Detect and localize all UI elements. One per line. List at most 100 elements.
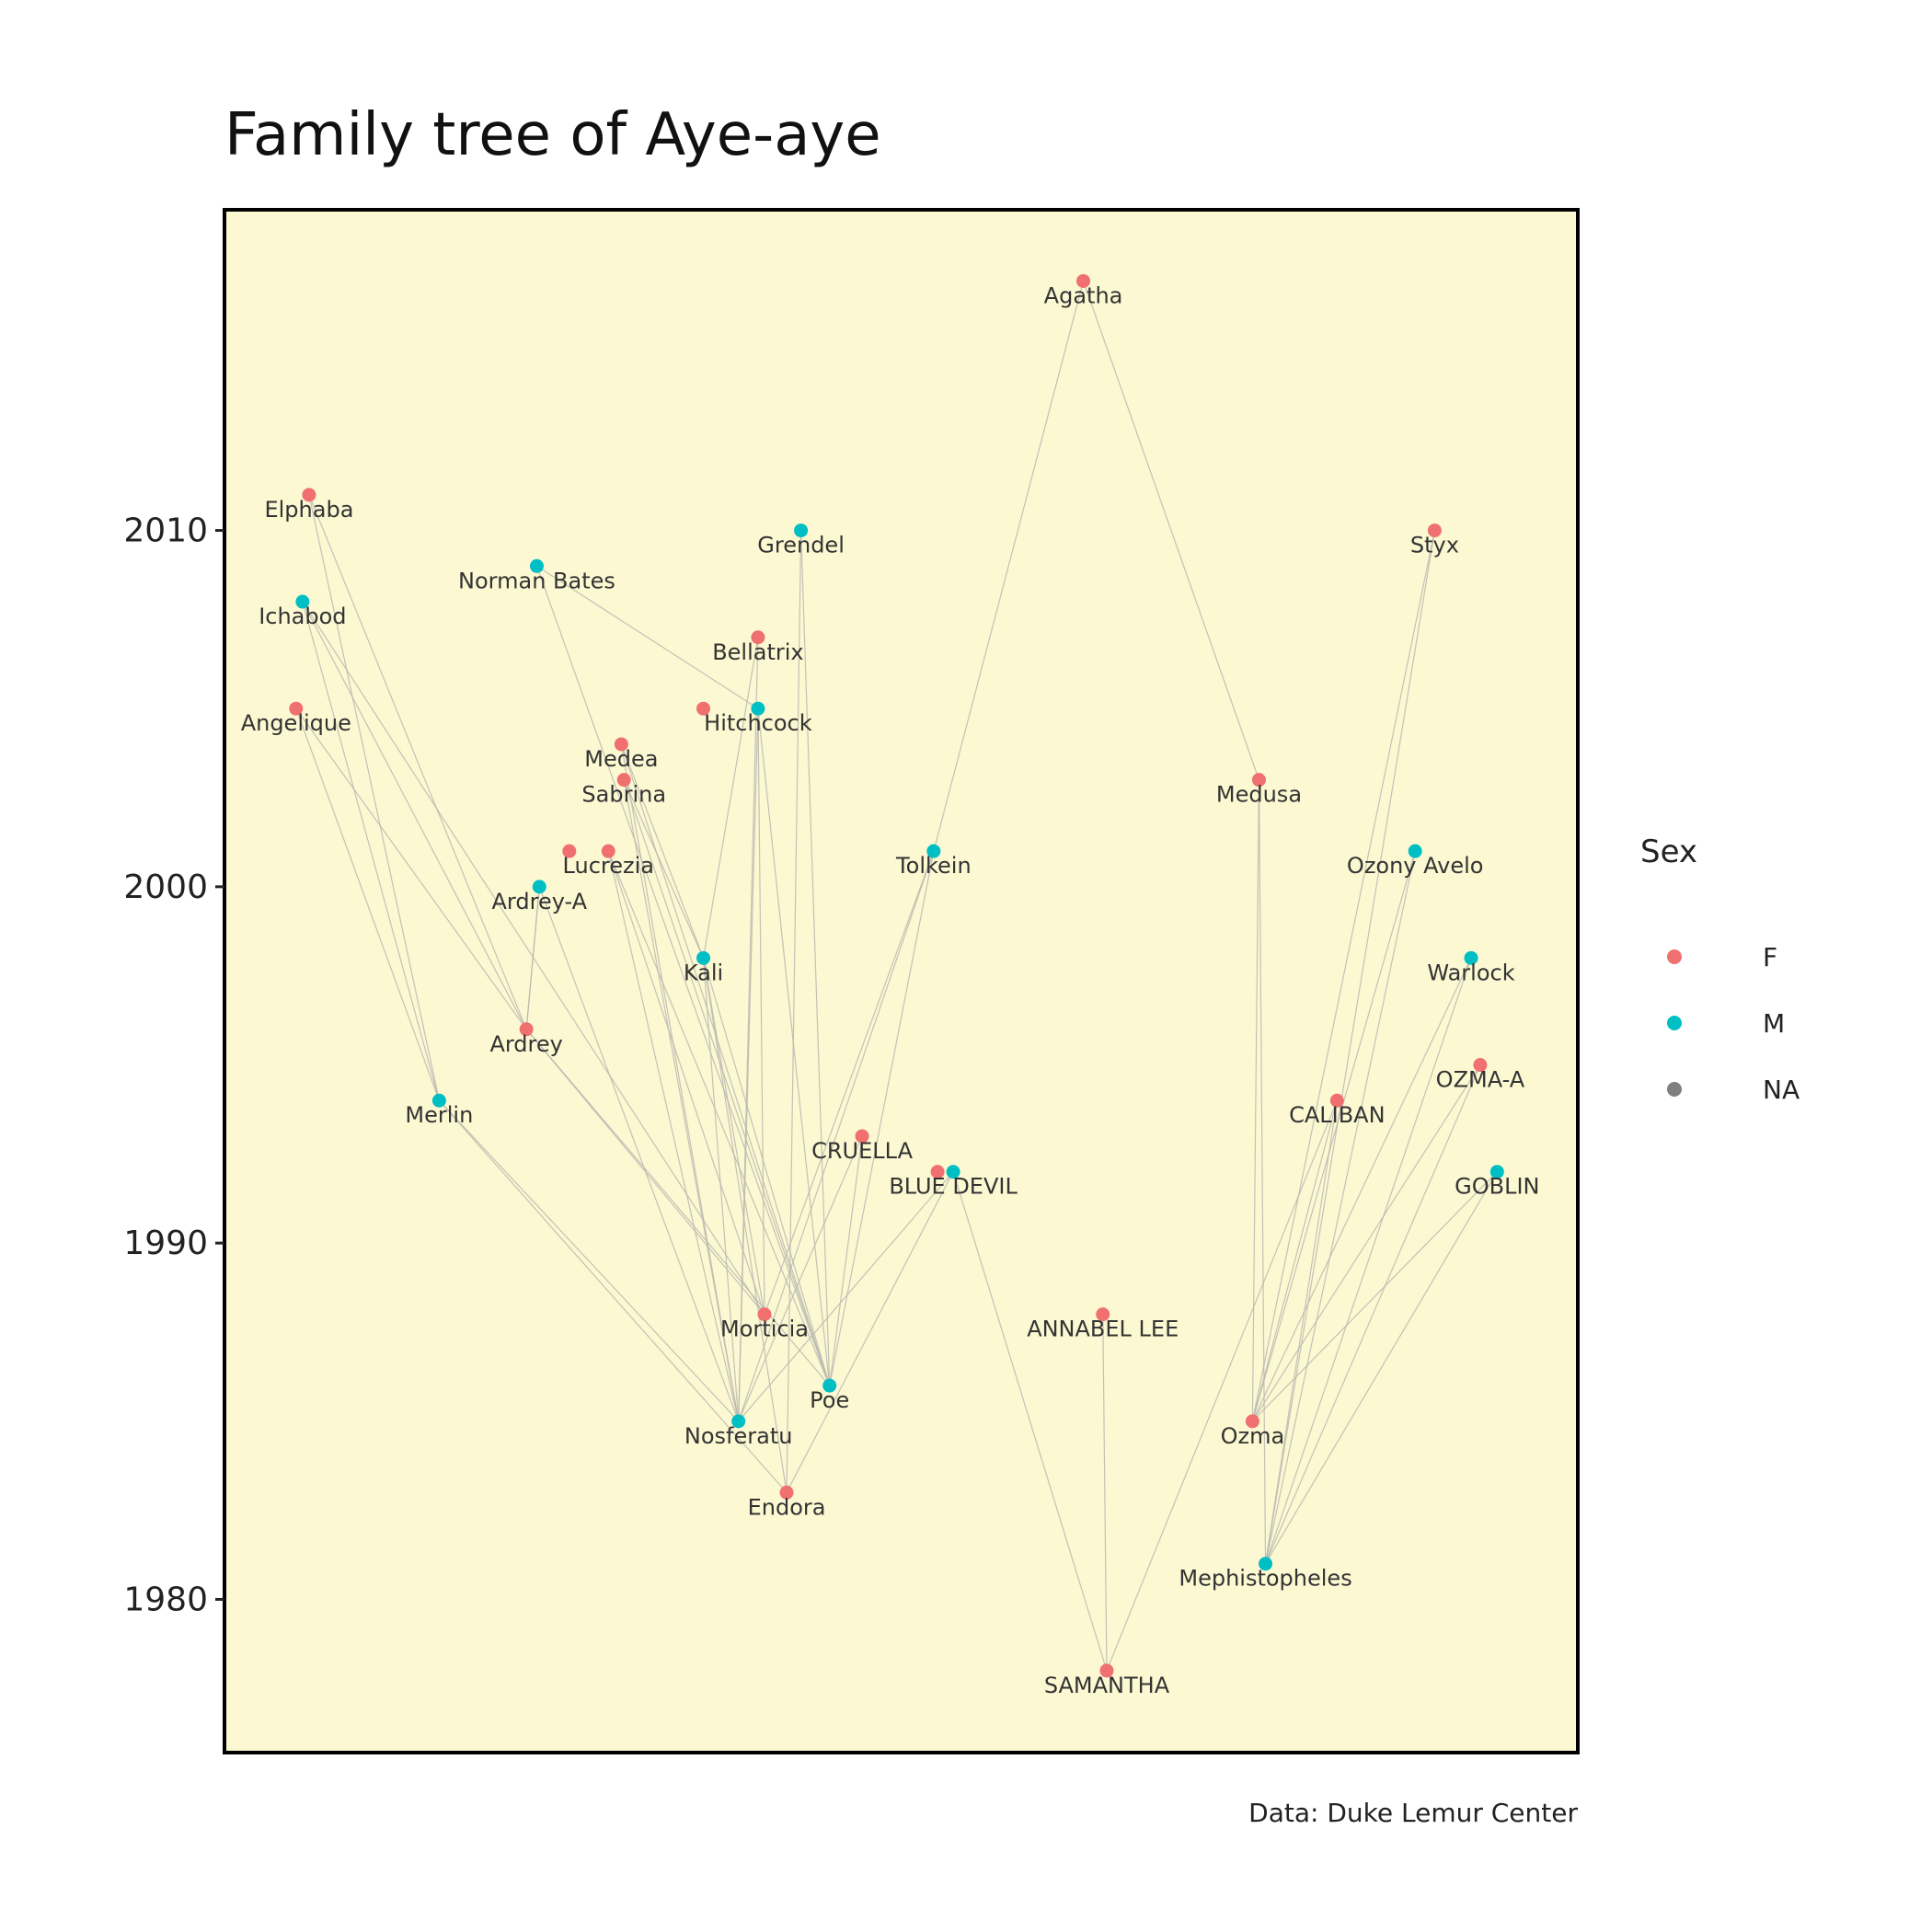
node-label: Endora — [748, 1494, 826, 1520]
edge-ozma-a-ozma — [1251, 1064, 1481, 1422]
edge-angelique-ardrey — [295, 707, 527, 1030]
node-point-sabrina — [616, 773, 631, 788]
edge-grendel-poe — [799, 530, 831, 1386]
edge-cruella-poe — [829, 1135, 863, 1386]
node-label: ANNABEL LEE — [1027, 1317, 1179, 1342]
node-label: Warlock — [1427, 960, 1514, 985]
node-point-hitchcock — [751, 701, 765, 716]
edges-layer — [295, 281, 1498, 1672]
node-point-tolkein — [926, 844, 941, 858]
chart-title: Family tree of Aye-aye — [224, 101, 881, 169]
edge-annabel-lee-samantha — [1102, 1314, 1108, 1671]
node-point-warlock — [1464, 950, 1478, 965]
node-point-styx — [1427, 523, 1442, 538]
node-point-25 — [930, 1165, 945, 1179]
node-point-lucrezia — [601, 844, 615, 858]
node-label: Nosferatu — [684, 1423, 793, 1449]
edge-styx-ozma — [1251, 530, 1436, 1421]
edge-tolkein-poe — [829, 851, 935, 1386]
node-label: Styx — [1410, 533, 1459, 558]
node-point-ichabod — [295, 594, 310, 609]
node-label: Mephistopheles — [1179, 1566, 1351, 1592]
node-point-ozma — [1245, 1414, 1259, 1429]
legend: Sex F M NA — [1640, 834, 1800, 1105]
caption: Data: Duke Lemur Center — [1248, 1798, 1578, 1828]
node-label: Lucrezia — [563, 853, 654, 879]
legend-key-m — [1667, 1016, 1682, 1030]
edge-sabrina-kali — [623, 779, 705, 959]
edge-agatha-medusa — [1082, 281, 1260, 780]
node-point-medusa — [1251, 773, 1266, 788]
node-label: Merlin — [405, 1102, 473, 1128]
edge-sabrina-nosferatu — [623, 779, 740, 1421]
legend-key-f — [1667, 949, 1682, 964]
node-point-goblin — [1489, 1165, 1504, 1179]
legend-title: Sex — [1640, 834, 1697, 870]
edge-blue-devil-samantha — [952, 1171, 1108, 1672]
plot-panel — [223, 208, 1580, 1754]
edge-blue-devil-nosferatu — [738, 1171, 954, 1422]
node-point-kali — [696, 950, 711, 965]
edge-warlock-mephistopheles — [1264, 958, 1472, 1564]
edge-agatha-tolkein — [933, 281, 1085, 852]
node-label: Ozony Avelo — [1347, 853, 1484, 879]
edge-blue-devil-endora — [786, 1171, 954, 1493]
node-point-nosferatu — [731, 1414, 746, 1429]
edge-lucrezia-nosferatu — [607, 851, 740, 1421]
edge-warlock-ozma — [1251, 958, 1472, 1422]
node-label: Elphaba — [264, 497, 353, 523]
node-point-ardrey — [519, 1022, 534, 1037]
edge-hitchcock-morticia — [757, 708, 765, 1315]
node-point-norman-bates — [529, 558, 544, 573]
node-label: Ichabod — [259, 604, 346, 629]
edge-merlin-nosferatu — [438, 1099, 740, 1422]
edge-kali-endora — [702, 958, 788, 1493]
edge-caliban-mephistopheles — [1264, 1100, 1338, 1564]
node-point-caliban — [1329, 1093, 1344, 1108]
legend-key-na — [1667, 1082, 1682, 1097]
edge-elphaba-ardrey — [308, 494, 527, 1030]
node-point-poe — [822, 1378, 837, 1393]
node-label: Poe — [810, 1387, 849, 1413]
node-point-8 — [696, 701, 711, 716]
legend-label-na: NA — [1763, 1075, 1800, 1105]
edge-cruella-nosferatu — [738, 1135, 863, 1422]
node-point-ozma-a — [1473, 1058, 1488, 1073]
edge-medusa-mephistopheles — [1258, 779, 1267, 1564]
edge-ozma-a-mephistopheles — [1264, 1064, 1481, 1564]
edge-norman-bates-hitchcock — [536, 565, 759, 709]
node-point-ozony-avelo — [1408, 844, 1422, 858]
edge-bellatrix-kali — [702, 637, 759, 959]
edge-ardrey-ardrey-a — [525, 886, 540, 1029]
node-label: SAMANTHA — [1044, 1673, 1170, 1698]
node-point-grendel — [794, 523, 809, 538]
node-point-angelique — [289, 701, 304, 716]
node-label: Ardrey-A — [492, 889, 588, 914]
node-label: Sabrina — [581, 782, 666, 808]
node-label: Agatha — [1044, 282, 1123, 308]
node-label: Tolkein — [895, 853, 972, 879]
node-point-bellatrix — [751, 630, 765, 645]
edge-ichabod-ardrey — [302, 601, 527, 1030]
node-label: Kali — [684, 960, 723, 985]
edge-caliban-ozma — [1251, 1100, 1338, 1421]
node-point-cruella — [855, 1129, 869, 1144]
legend-label-f: F — [1763, 942, 1777, 972]
node-label: BLUE DEVIL — [889, 1174, 1018, 1200]
edge-goblin-mephistopheles — [1265, 1171, 1498, 1565]
edge-lucrezia-morticia — [607, 850, 765, 1315]
node-label: Grendel — [757, 533, 845, 558]
edge-caliban-samantha — [1106, 1100, 1338, 1672]
edge-ardrey-morticia — [525, 1029, 765, 1316]
y-tick-label: 2010 — [123, 512, 208, 550]
edge-kali-poe — [702, 958, 831, 1386]
node-label: GOBLIN — [1455, 1174, 1539, 1200]
node-label: Medea — [584, 746, 658, 772]
edge-ozony-avelo-ozma — [1251, 850, 1416, 1421]
legend-label-m: M — [1763, 1008, 1785, 1039]
node-label: Ardrey — [489, 1031, 562, 1057]
node-label: Angelique — [241, 710, 351, 736]
edge-ozony-avelo-mephistopheles — [1264, 851, 1416, 1564]
edge-medusa-ozma — [1251, 779, 1260, 1421]
